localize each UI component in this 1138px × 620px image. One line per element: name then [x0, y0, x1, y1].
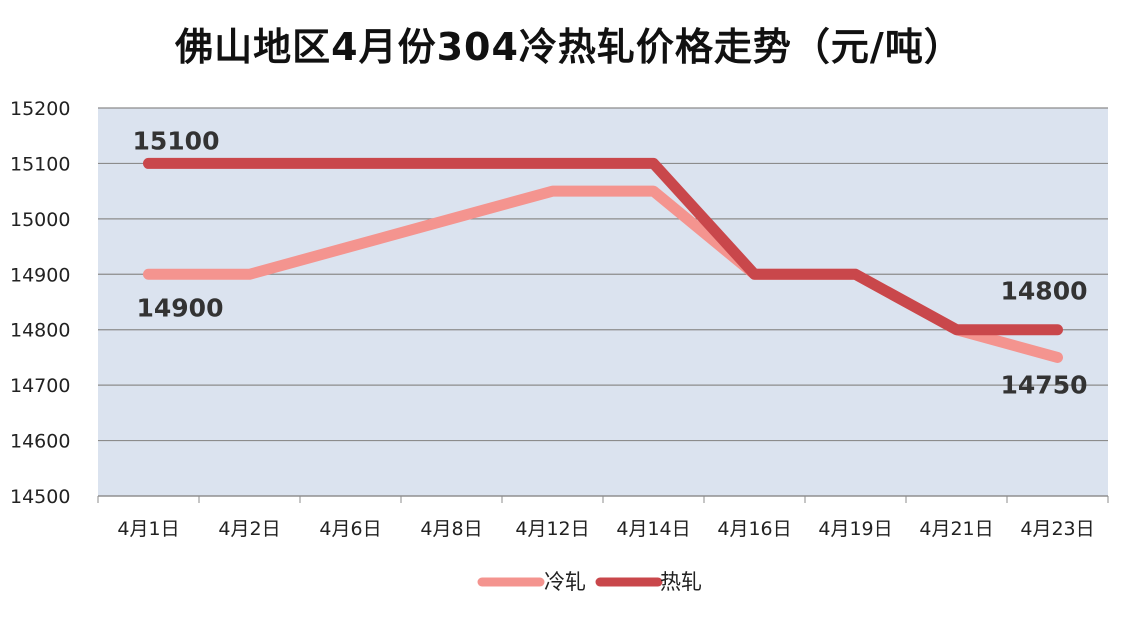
y-axis: 14500 14600 14700 14800 14900 15000 15100 15200 — [10, 98, 70, 508]
x-tick-label: 4月23日 — [1020, 518, 1094, 540]
y-tick-label: 15000 — [10, 209, 70, 231]
x-tick-label: 4月8日 — [420, 518, 482, 540]
y-tick-label: 14700 — [10, 375, 70, 397]
y-tick-label: 14800 — [10, 320, 70, 342]
x-tick-label: 4月21日 — [919, 518, 993, 540]
plot-area — [98, 108, 1108, 496]
x-tick-label: 4月6日 — [319, 518, 381, 540]
data-label: 14900 — [137, 293, 224, 322]
y-tick-label: 14900 — [10, 264, 70, 286]
y-tick-label: 15100 — [10, 153, 70, 175]
x-tick-label: 4月14日 — [616, 518, 690, 540]
y-tick-label: 15200 — [10, 98, 70, 120]
legend: 冷轧 热轧 — [477, 570, 702, 594]
x-axis: 4月1日 4月2日 4月6日 4月8日 4月12日 4月14日 4月16日 4月19日 4月21… — [97, 495, 1109, 540]
x-tick-label: 4月19日 — [818, 518, 892, 540]
x-tick-label: 4月16日 — [717, 518, 791, 540]
x-tick-label: 4月1日 — [117, 518, 179, 540]
y-tick-label: 14500 — [10, 486, 70, 508]
legend-label: 热轧 — [660, 570, 702, 594]
data-label: 14750 — [1001, 370, 1088, 399]
y-tick-label: 14600 — [10, 431, 70, 453]
chart-title: 佛山地区4月份304冷热轧价格走势（元/吨） — [175, 25, 963, 69]
data-label: 15100 — [133, 126, 220, 155]
x-tick-label: 4月12日 — [515, 518, 589, 540]
x-tick-label: 4月2日 — [218, 518, 280, 540]
data-labels: 15100 14900 14800 14750 — [133, 126, 1088, 399]
series-line-hot-rolled — [143, 157, 1063, 336]
series-lines — [143, 157, 1063, 363]
legend-label: 冷轧 — [544, 570, 586, 594]
data-label: 14800 — [1001, 277, 1088, 306]
